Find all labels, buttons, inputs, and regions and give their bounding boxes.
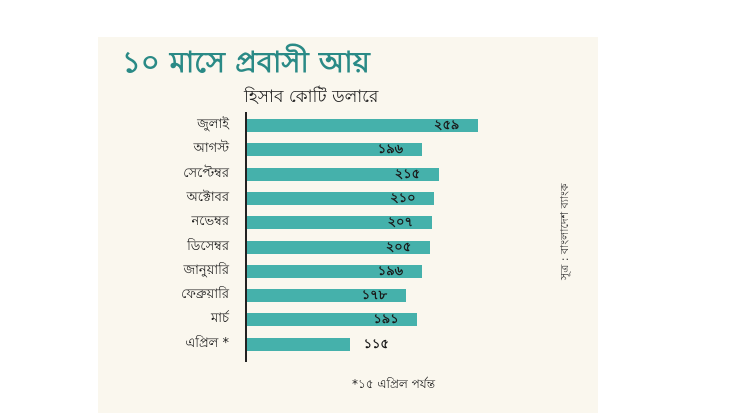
- bar: [247, 119, 478, 132]
- category-label: জুলাই: [197, 117, 229, 132]
- category-label: এপ্রিল *: [185, 335, 229, 351]
- bar: [247, 337, 350, 351]
- bar: [247, 143, 422, 157]
- chart-footnote: *১৫ এপ্রিল পর্যন্ত: [352, 377, 435, 391]
- category-label: অক্টোবর: [186, 189, 229, 205]
- bar-value-label: ১৭৮: [361, 288, 388, 304]
- bar: [247, 191, 435, 205]
- bar-value-label: ২১০: [390, 190, 416, 206]
- bar-value-label: ১৯৬: [377, 142, 404, 158]
- chart-subtitle: হিসাব কোটি ডলারে: [244, 87, 379, 107]
- bar: [247, 216, 432, 230]
- bar-value-label: ১১৫: [363, 336, 389, 352]
- bar: [247, 313, 418, 327]
- category-axis-line: [245, 112, 247, 362]
- category-label: মার্চ: [210, 311, 229, 327]
- bar-value-label: ২০৭: [387, 215, 413, 231]
- bar: [247, 264, 422, 278]
- category-label: নভেম্বর: [191, 214, 229, 230]
- bar: [247, 289, 406, 303]
- bar: [247, 240, 430, 254]
- bar: [247, 167, 439, 181]
- category-label: জানুয়ারি: [183, 262, 229, 278]
- bar-value-label: ২০৫: [385, 239, 412, 255]
- bar-value-label: ১৯৬: [377, 263, 404, 279]
- bar-value-label: ২৫৯: [434, 118, 460, 133]
- category-label: আগস্ট: [193, 141, 229, 157]
- bar-value-label: ১৯১: [373, 312, 399, 328]
- source-note: সূত্র : বাংলাদেশ ব্যাংক: [558, 183, 571, 280]
- category-label: সেপ্টেম্বর: [183, 165, 229, 181]
- category-label: ডিসেম্বর: [187, 238, 229, 254]
- bar-value-label: ২১৫: [394, 166, 421, 182]
- chart-title: ১০ মাসে প্রবাসী আয়: [122, 45, 370, 79]
- category-label: ফেব্রুয়ারি: [181, 287, 229, 303]
